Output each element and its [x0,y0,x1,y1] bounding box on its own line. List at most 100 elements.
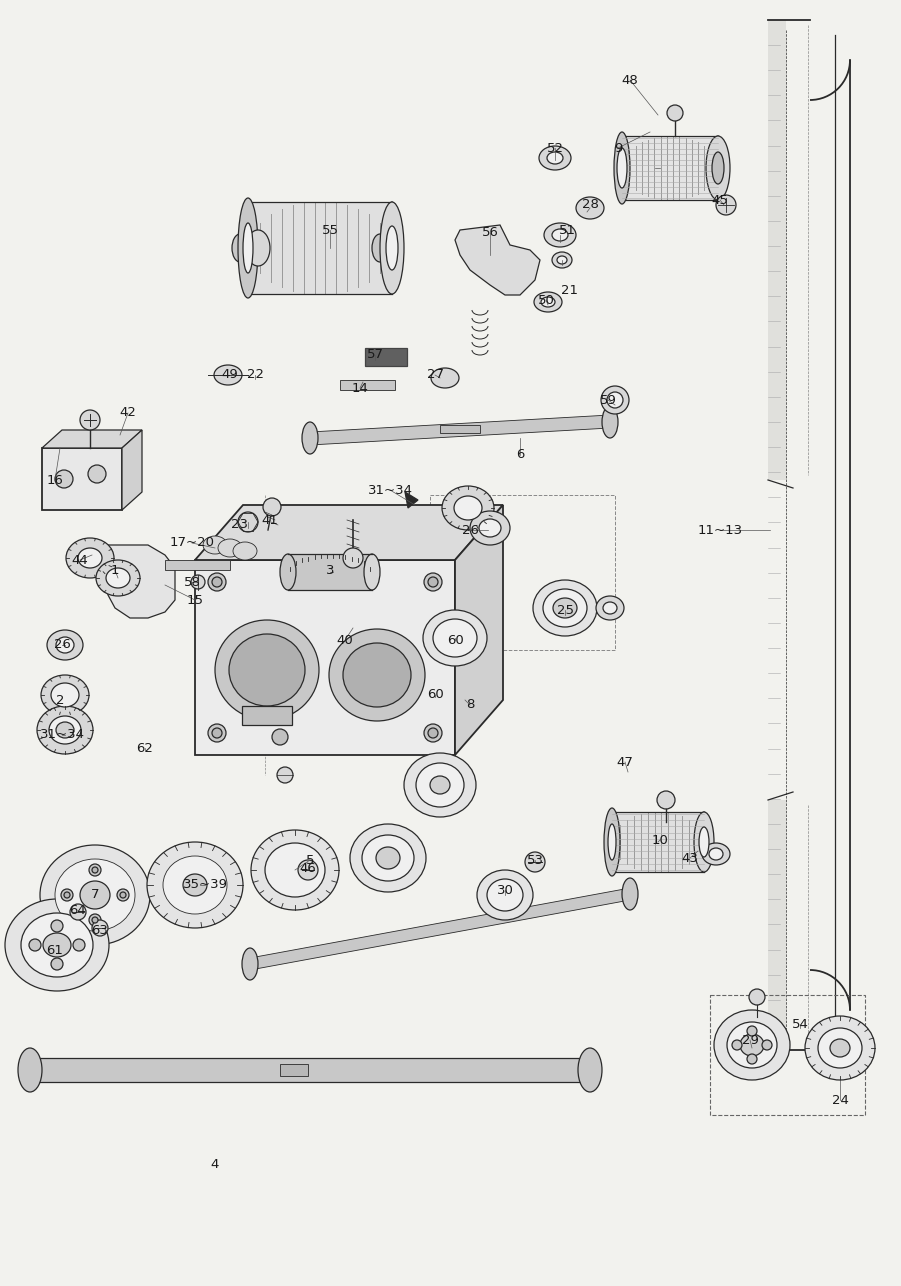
Ellipse shape [389,202,395,294]
Text: 42: 42 [120,406,136,419]
Circle shape [424,724,442,742]
Text: 63: 63 [92,923,108,936]
Circle shape [428,577,438,586]
Text: 64: 64 [68,904,86,917]
Text: 4: 4 [211,1159,219,1172]
Bar [288,554,372,590]
Ellipse shape [215,620,319,720]
Text: 50: 50 [538,293,554,306]
Ellipse shape [376,847,400,869]
Ellipse shape [329,629,425,721]
Circle shape [89,864,101,876]
Circle shape [55,469,73,487]
Ellipse shape [604,808,620,876]
Ellipse shape [547,152,563,165]
Ellipse shape [603,602,617,613]
Text: 17~20: 17~20 [169,536,214,549]
Circle shape [607,392,623,408]
Text: 29: 29 [742,1034,759,1047]
Polygon shape [105,545,175,619]
Text: 30: 30 [496,883,514,896]
Ellipse shape [617,148,627,188]
Ellipse shape [608,824,616,860]
Ellipse shape [43,934,71,957]
Text: 14: 14 [351,382,369,395]
Text: 16: 16 [47,473,63,486]
Ellipse shape [539,147,571,170]
Circle shape [61,889,73,901]
Polygon shape [122,430,142,511]
Bar [440,424,480,433]
Ellipse shape [830,1039,850,1057]
Ellipse shape [386,226,398,270]
Ellipse shape [557,256,567,264]
Text: 1: 1 [111,563,119,576]
Ellipse shape [147,842,243,928]
Text: 47: 47 [616,755,633,769]
Text: 53: 53 [526,854,543,867]
Text: 58: 58 [184,576,200,589]
Text: 24: 24 [832,1093,849,1106]
Circle shape [51,958,63,970]
Circle shape [89,914,101,926]
Circle shape [191,575,205,589]
Polygon shape [768,21,786,480]
Bar [612,811,704,872]
Ellipse shape [694,811,714,872]
Circle shape [424,574,442,592]
Text: 60: 60 [427,688,443,701]
Polygon shape [405,493,418,508]
Ellipse shape [614,132,630,204]
Ellipse shape [622,878,638,910]
Circle shape [117,889,129,901]
Ellipse shape [246,230,270,266]
Ellipse shape [238,198,258,298]
Ellipse shape [431,368,459,388]
Ellipse shape [80,881,110,909]
Circle shape [88,466,106,484]
Ellipse shape [533,580,597,637]
Circle shape [263,498,281,516]
Ellipse shape [218,539,242,557]
Ellipse shape [163,856,227,914]
Circle shape [298,860,318,880]
Ellipse shape [596,595,624,620]
Circle shape [762,1040,772,1049]
Ellipse shape [442,486,494,530]
Ellipse shape [552,252,572,267]
Text: 11~13: 11~13 [697,523,742,536]
Ellipse shape [712,152,724,184]
Ellipse shape [423,610,487,666]
Text: 6: 6 [515,449,524,462]
Ellipse shape [49,716,81,745]
Ellipse shape [364,554,380,590]
Ellipse shape [470,511,510,545]
Text: 15: 15 [187,594,204,607]
Ellipse shape [576,197,604,219]
Ellipse shape [280,554,296,590]
Text: 21: 21 [561,283,578,297]
Ellipse shape [544,222,576,247]
Ellipse shape [106,568,130,588]
Circle shape [70,904,86,919]
Ellipse shape [702,844,730,865]
Ellipse shape [578,1048,602,1092]
Ellipse shape [55,859,135,931]
Bar [240,242,380,255]
Ellipse shape [78,548,102,568]
Circle shape [428,728,438,738]
Polygon shape [455,505,503,755]
Circle shape [747,1026,757,1037]
Circle shape [747,1055,757,1064]
Text: 31~34: 31~34 [40,728,85,742]
Ellipse shape [5,899,109,992]
Ellipse shape [534,292,562,312]
Text: 3: 3 [326,563,334,576]
Circle shape [343,548,363,568]
Ellipse shape [609,811,615,872]
Ellipse shape [47,630,83,660]
Text: 62: 62 [137,742,153,755]
Ellipse shape [21,913,93,977]
Text: 10: 10 [651,833,669,846]
Ellipse shape [245,202,251,294]
